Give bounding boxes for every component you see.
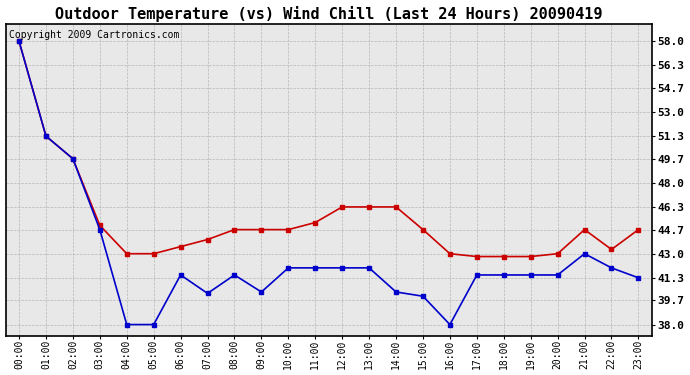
Title: Outdoor Temperature (vs) Wind Chill (Last 24 Hours) 20090419: Outdoor Temperature (vs) Wind Chill (Las… — [55, 6, 602, 21]
Text: Copyright 2009 Cartronics.com: Copyright 2009 Cartronics.com — [9, 30, 179, 40]
